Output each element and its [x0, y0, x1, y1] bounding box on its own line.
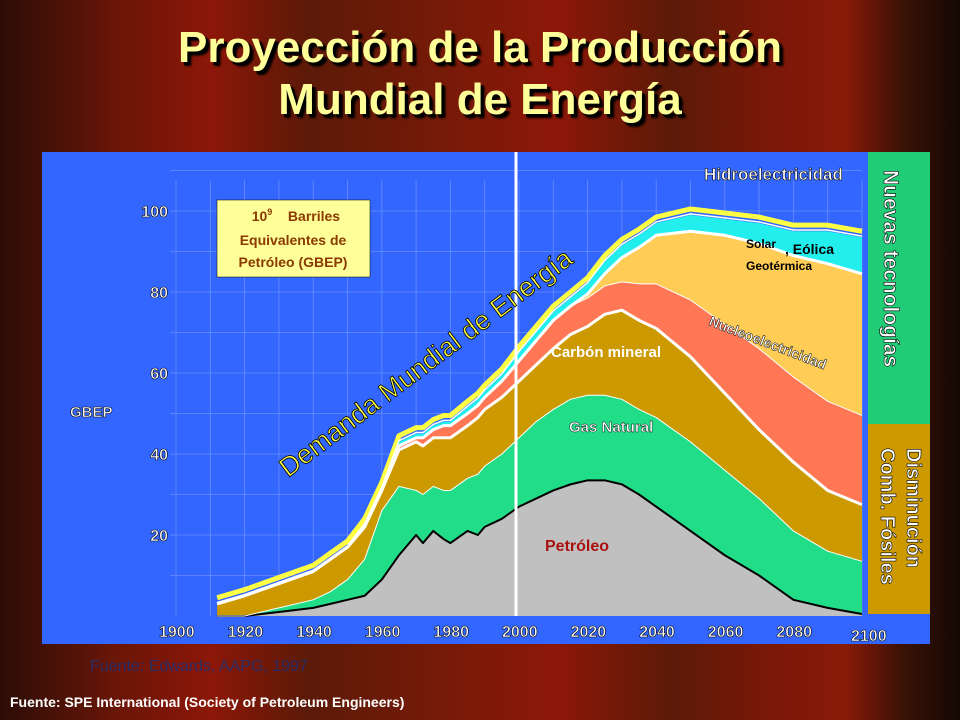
x-tick-1900: 1900 — [159, 624, 195, 641]
x-tick-2020: 2020 — [571, 624, 607, 641]
y-axis-label: GBEP — [70, 404, 113, 421]
x-tick-labels: 1900 1920 1940 1960 1980 2000 2020 2040 2060 2080… — [159, 624, 887, 646]
title-line-2: Mundial de Energía — [278, 75, 682, 124]
area-carbon — [217, 310, 862, 616]
chart-areas — [216, 206, 863, 617]
area-solar — [217, 231, 862, 604]
area-petroleo — [217, 480, 862, 616]
x-tick-2100: 2100 — [851, 628, 887, 645]
unit-note-text: Barriles Equivalentes de Petróleo (GBEP) — [239, 208, 348, 270]
gas-outline — [217, 394, 863, 617]
side-label-disminucion: Disminución — [902, 448, 924, 568]
footer-source: Fuente: SPE International (Society of Pe… — [10, 694, 405, 710]
title-line-1: Proyección de la Producción — [178, 23, 782, 72]
area-nuclear — [217, 281, 862, 604]
y-tick-labels: 20 40 60 80 100 — [141, 204, 168, 546]
x-tick-2040: 2040 — [639, 624, 675, 641]
svg-text:109: 109 — [252, 207, 273, 224]
hidro-outline — [216, 213, 863, 604]
page-title: Proyección de la Producción Mundial de E… — [0, 22, 960, 126]
label-gas-natural: Gas Natural — [569, 419, 653, 436]
y-tick-100: 100 — [141, 204, 168, 221]
nuevas-tecnologias-box — [868, 152, 930, 424]
unit-note-exp: 9 — [267, 207, 272, 217]
y-tick-60: 60 — [150, 366, 168, 383]
disminucion-box — [868, 424, 930, 614]
area-hidro — [217, 215, 862, 604]
x-tick-1940: 1940 — [296, 624, 332, 641]
faint-source-note: Fuente: Edwards, AAPG, 1997 — [90, 658, 308, 675]
x-tick-2000: 2000 — [502, 624, 538, 641]
label-geotermica: Geotérmica — [746, 259, 812, 273]
x-tick-2060: 2060 — [708, 624, 744, 641]
y-tick-20: 20 — [150, 528, 168, 545]
solar-outline — [216, 229, 863, 606]
x-tick-2080: 2080 — [776, 624, 812, 641]
label-eolica: , Eólica — [785, 241, 834, 257]
x-tick-1980: 1980 — [433, 624, 469, 641]
x-tick-1960: 1960 — [365, 624, 401, 641]
petroleo-outline — [217, 479, 863, 617]
label-hidroelectricidad: Hidroelectricidad — [704, 165, 843, 184]
y-tick-80: 80 — [150, 285, 168, 302]
demand-line — [216, 206, 863, 601]
x-tick-1920: 1920 — [228, 624, 264, 641]
unit-note-box: 109 Barriles Equivalentes de Petróleo (GBE… — [216, 199, 371, 278]
side-label-nuevas: Nuevas tecnologías — [879, 170, 902, 367]
unit-note-prefix: 10 — [252, 208, 268, 224]
label-carbon-mineral: Carbón mineral — [551, 344, 661, 361]
label-solar: Solar — [746, 237, 776, 251]
label-petroleo: Petróleo — [545, 538, 609, 555]
side-label-fosiles: Comb. Fósiles — [876, 448, 898, 585]
y-tick-40: 40 — [150, 447, 168, 464]
